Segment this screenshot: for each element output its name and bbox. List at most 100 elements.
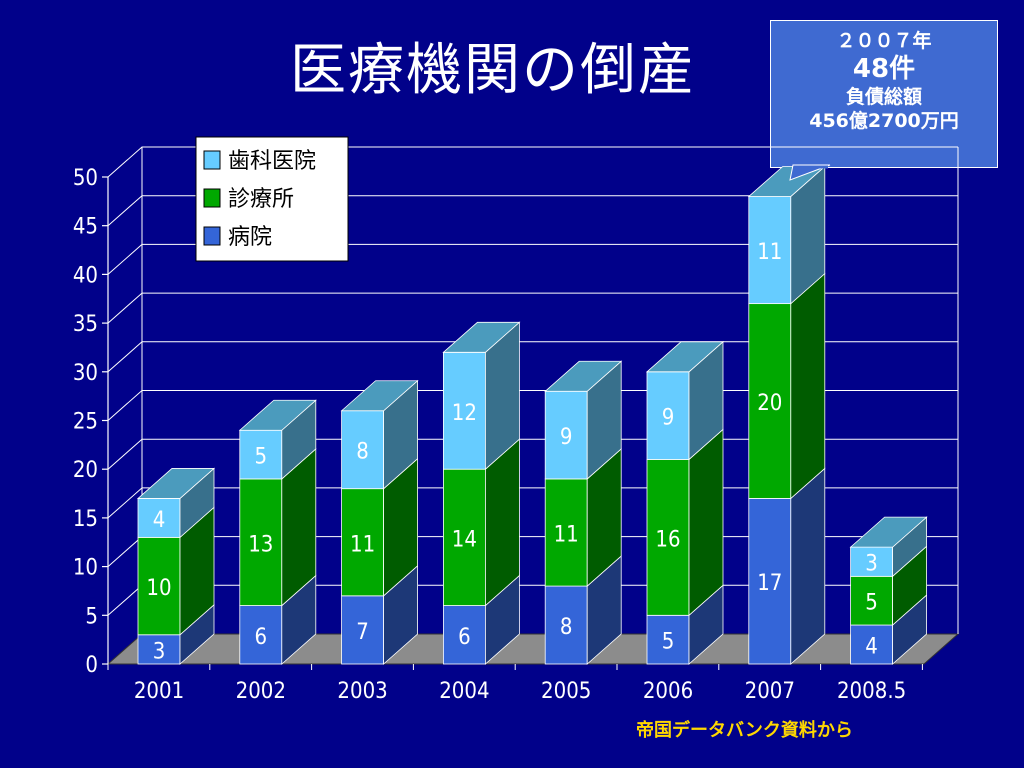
gridline [107,146,958,178]
data-label: 7 [356,620,369,645]
gridline [107,195,958,227]
x-tick-label: 2005 [541,679,591,704]
bar-segment [544,390,588,480]
source-note: 帝国データバンク資料から [636,720,853,741]
data-label: 9 [560,425,573,450]
callout-pointer-tail [789,164,831,181]
legend-box [195,136,349,262]
callout-count: 48件 [852,54,916,84]
bar-segment [850,546,893,577]
legend-label: 歯科医院 [228,149,316,174]
data-label: 11 [350,532,375,557]
y-tick-label: 25 [73,410,98,435]
bar-top [238,399,317,431]
data-label: 12 [452,401,477,426]
summary-callout: ２００７年 48件 負債総額 456億2700万円 [770,20,998,168]
bar-segment [239,478,283,606]
bar-segment-side [790,272,826,500]
data-label: 3 [865,552,878,577]
y-tick-label: 45 [73,215,98,240]
bar-top [849,516,928,548]
x-tick-label: 2003 [337,679,387,704]
data-label: 5 [255,445,268,470]
y-tick-label: 10 [73,556,98,581]
callout-debt-amount: 456億2700万円 [809,110,959,132]
bar-stack: 7 11 8 [340,379,419,665]
data-label: 10 [146,576,171,601]
bar-segment [748,498,792,665]
bar-top [645,341,725,373]
data-label: 9 [662,406,675,431]
bar-segment [646,371,690,460]
callout-pointer [789,164,831,181]
x-tick-label: 2007 [745,679,795,704]
bar-stack: 17 20 11 [747,165,826,665]
bar-stacks: 3 10 4 6 13 5 7 11 8 6 14 12 8 11 9 5 16 9 17 20 11 4 5 3 [136,165,928,665]
data-label: 4 [153,508,166,533]
data-label: 8 [560,615,573,640]
legend-label: 病院 [228,225,272,250]
data-label: 4 [865,635,878,660]
data-label: 13 [248,532,273,557]
gridline [107,341,958,373]
bar-segment [850,575,893,626]
page-title: 医療機関の倒産 [290,38,696,103]
bar-top [442,321,521,353]
bar-segment [137,634,181,665]
y-tick-label: 35 [73,312,98,337]
gridline [107,438,958,470]
y-tick-label: 20 [73,458,98,483]
callout-debt-label: 負債総額 [845,86,922,108]
bar-top [340,380,419,412]
data-label: 3 [153,639,166,664]
x-tick-label: 2008.5 [837,679,906,704]
x-axis: 2001 2002 2003 2004 2005 2006 2007 2008.5 [134,679,906,704]
x-tick-label: 2004 [439,679,489,704]
gridline [107,536,958,567]
bar-segment [748,196,792,305]
x-tick-label: 2002 [236,679,286,704]
bar-segment [239,605,283,665]
y-tick-label: 50 [73,166,98,191]
gridline [107,584,958,616]
bar-stack: 8 11 9 [544,360,623,665]
chart-floor-plane [106,633,960,665]
data-label: 8 [356,440,369,465]
data-label: 6 [255,625,268,650]
bar-segment [137,536,181,636]
data-label: 5 [865,591,878,616]
data-label: 17 [757,571,782,596]
y-tick-label: 0 [85,653,98,678]
data-label: 6 [458,625,471,650]
data-label: 11 [757,240,782,265]
data-label: 16 [655,527,680,552]
data-label: 5 [662,630,675,655]
legend-swatch [203,150,221,170]
legend-swatch [203,188,221,208]
x-tick-label: 2006 [643,679,693,704]
bar-stack: 3 10 4 [136,467,216,665]
chart-floor [106,633,960,665]
bar-segment [239,429,283,480]
bar-top [544,360,623,392]
gridline [107,292,958,324]
gridline [107,243,958,275]
data-label: 11 [554,523,579,548]
y-tick-label: 40 [73,263,98,288]
y-tick-label: 30 [73,361,98,386]
legend-label: 診療所 [228,187,294,212]
bar-segment [748,303,792,499]
bar-segment [341,410,385,490]
bar-segment [646,459,690,616]
data-label: 20 [757,391,782,416]
legend-swatch [203,226,221,246]
x-tick-label: 2001 [134,679,184,704]
bar-segment [544,478,588,587]
gridline [107,390,958,421]
bar-stack: 6 13 5 [238,399,317,665]
bar-segment-side [790,467,826,665]
data-label: 14 [452,527,477,552]
